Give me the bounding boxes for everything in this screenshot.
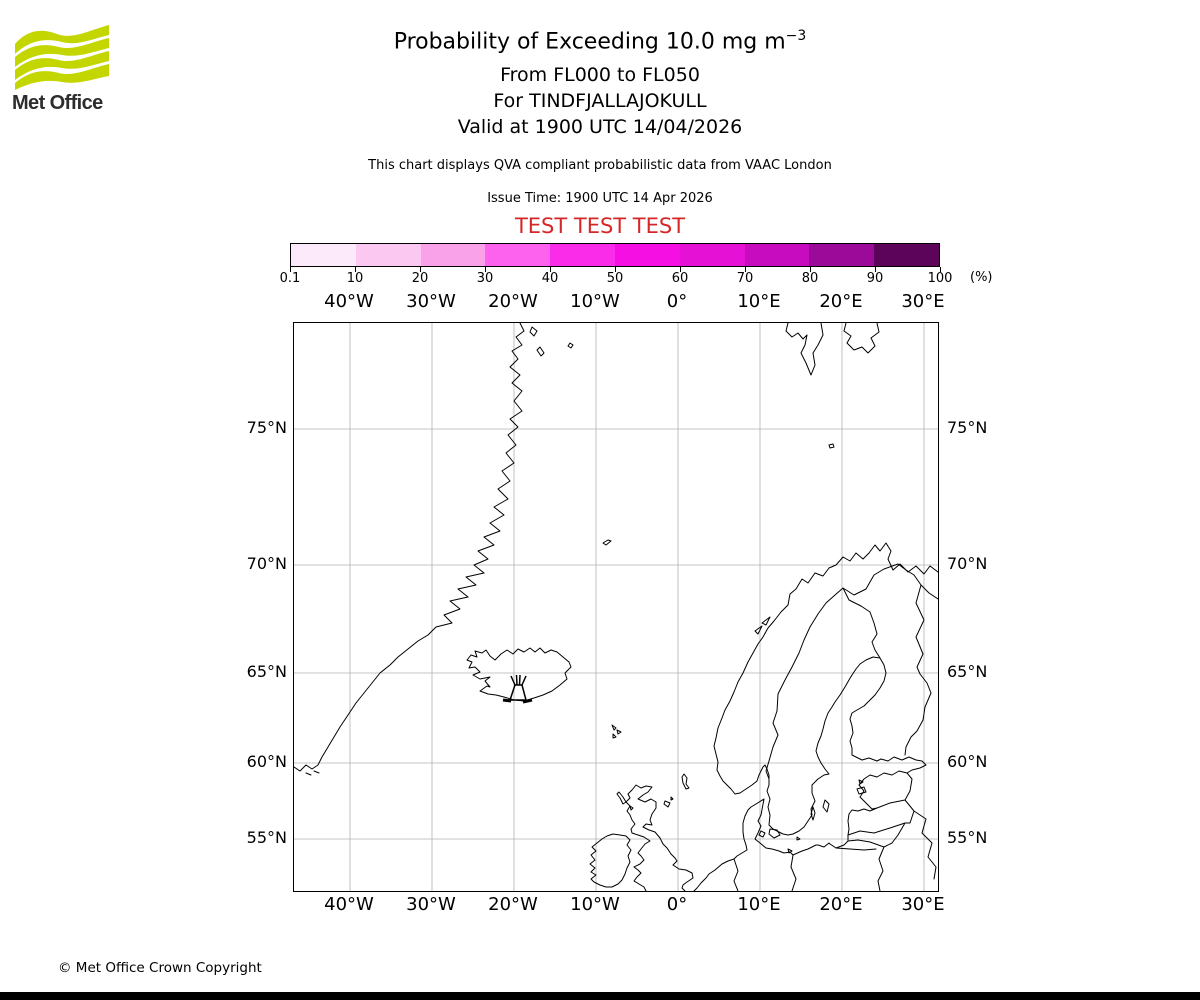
met-office-logo: Met Office — [12, 24, 122, 116]
colorbar-segment — [874, 244, 939, 266]
greenland-islands — [305, 326, 574, 776]
colorbar-segment — [744, 244, 810, 266]
colorbar-tick-label: 60 — [671, 271, 689, 286]
colorbar-tick-label: 50 — [606, 271, 624, 286]
copyright-notice: © Met Office Crown Copyright — [58, 960, 262, 976]
colorbar-segment — [485, 244, 551, 266]
met-office-wordmark: Met Office — [12, 92, 103, 114]
colorbar-tick-mark — [290, 267, 291, 272]
lon-tick-label-bottom: 10°E — [737, 894, 781, 915]
lat-tick-label-right: 70°N — [947, 554, 988, 574]
lon-tick-label-bottom: 20°E — [819, 894, 863, 915]
lon-tick-label-bottom: 30°W — [406, 894, 456, 915]
colorbar-segment — [679, 244, 745, 266]
lat-tick-label-right: 55°N — [947, 828, 988, 848]
lat-tick-label-left: 60°N — [246, 752, 287, 772]
lon-tick-label-top: 40°W — [324, 291, 374, 312]
colorbar-tick-mark — [420, 267, 421, 272]
colorbar-tick-label: 40 — [541, 271, 559, 286]
colorbar-tick-label: 0.1 — [279, 271, 301, 286]
volcano-cone-icon — [508, 684, 527, 701]
shetland-orkney-islands — [663, 773, 690, 808]
colorbar-unit-label: (%) — [970, 270, 993, 285]
faroe-islands — [611, 724, 622, 739]
colorbar-segment — [614, 244, 680, 266]
colorbar-tick-mark — [875, 267, 876, 272]
hebrides-islands — [616, 791, 634, 811]
bottom-border-bar — [0, 992, 1200, 1000]
met-office-waves-icon — [15, 25, 109, 90]
colorbar-tick-label: 90 — [866, 271, 884, 286]
volcano-base-icon — [502, 698, 533, 704]
colorbar-tick-mark — [940, 267, 941, 272]
colorbar-tick-mark — [810, 267, 811, 272]
colorbar-tick-label: 70 — [736, 271, 754, 286]
lon-tick-label-bottom: 20°W — [488, 894, 538, 915]
colorbar-tick-mark — [355, 267, 356, 272]
qva-disclaimer: This chart displays QVA compliant probab… — [368, 158, 832, 173]
colorbar-tick-label: 30 — [476, 271, 494, 286]
lon-tick-label-top: 30°E — [901, 291, 945, 312]
colorbar-tick-label: 80 — [801, 271, 819, 286]
flight-level-subtitle: From FL000 to FL050 — [500, 64, 700, 86]
colorbar-segment — [355, 244, 421, 266]
valid-time-subtitle: Valid at 1900 UTC 14/04/2026 — [457, 116, 743, 138]
lon-tick-label-top: 20°E — [819, 291, 863, 312]
volcano-eruption-icon — [510, 674, 527, 686]
lon-tick-label-bottom: 10°W — [570, 894, 620, 915]
chart-title: Probability of Exceeding 10.0 mg m−3 — [393, 28, 807, 55]
colorbar-segment — [809, 244, 875, 266]
colorbar-tick-labels: 0.1 10 20 30 40 50 60 70 80 90 100 — [280, 267, 952, 293]
colorbar-segment — [420, 244, 486, 266]
colorbar-segment — [291, 244, 356, 266]
map-panel — [293, 322, 939, 892]
lon-tick-label-bottom: 0° — [666, 894, 688, 915]
graticule-gridlines — [294, 323, 938, 891]
lat-tick-label-right: 75°N — [947, 418, 988, 438]
ireland-coast — [589, 833, 632, 888]
lon-tick-label-bottom: 30°E — [901, 894, 945, 915]
baltic-islands — [758, 779, 867, 854]
colorbar-tick-label: 20 — [411, 271, 429, 286]
colorbar-segment — [550, 244, 615, 266]
country-borders — [733, 563, 938, 891]
colorbar-tick-mark — [680, 267, 681, 272]
lat-tick-label-right: 60°N — [947, 752, 988, 772]
jan-mayen-island — [602, 539, 612, 546]
great-britain-coast — [625, 784, 694, 891]
lofoten-islands — [754, 616, 771, 635]
volcano-subtitle: For TINDFJALLAJOKULL — [493, 90, 707, 112]
test-banner: TEST TEST TEST — [514, 214, 686, 238]
bear-island — [828, 443, 835, 449]
lat-tick-label-left: 70°N — [246, 554, 287, 574]
colorbar-tick-label: 10 — [346, 271, 364, 286]
iceland-coast — [466, 647, 572, 702]
lon-tick-label-top: 10°E — [737, 291, 781, 312]
probability-colorbar — [290, 243, 940, 267]
colorbar-tick-label: 100 — [927, 271, 953, 286]
lon-tick-label-top: 20°W — [488, 291, 538, 312]
title-superscript: −3 — [785, 28, 807, 44]
lat-tick-label-left: 75°N — [246, 418, 287, 438]
volcano-marker — [502, 674, 533, 704]
lon-tick-label-top: 10°W — [570, 291, 620, 312]
colorbar-tick-mark — [485, 267, 486, 272]
lat-tick-label-left: 65°N — [246, 662, 287, 682]
lon-tick-label-bottom: 40°W — [324, 894, 374, 915]
svalbard-coast — [785, 323, 880, 376]
scandinavia-baltic-coast — [693, 542, 938, 891]
issue-time: Issue Time: 1900 UTC 14 Apr 2026 — [487, 191, 713, 206]
lon-tick-label-top: 30°W — [406, 291, 456, 312]
greenland-coast — [294, 323, 525, 772]
colorbar-tick-mark — [615, 267, 616, 272]
lon-tick-label-top: 0° — [666, 291, 688, 312]
colorbar-tick-mark — [745, 267, 746, 272]
lat-tick-label-left: 55°N — [246, 828, 287, 848]
lat-tick-label-right: 65°N — [947, 662, 988, 682]
colorbar-tick-mark — [550, 267, 551, 272]
